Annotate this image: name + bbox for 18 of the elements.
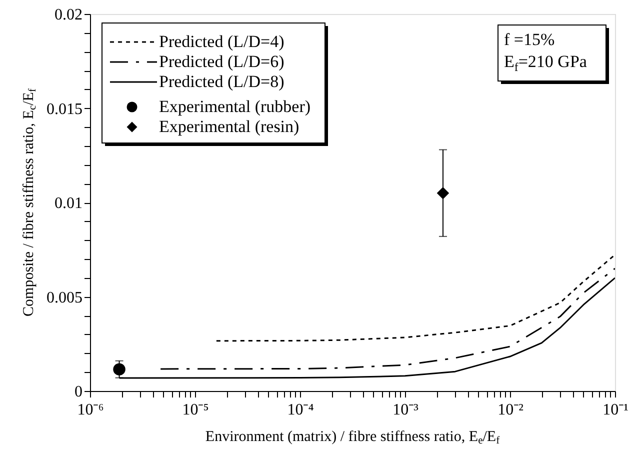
legend-label: Predicted (L/D=8)	[159, 72, 284, 91]
y-tick-label: 0.015	[46, 100, 82, 118]
legend-label: Predicted (L/D=6)	[159, 52, 284, 71]
annotation: f =15%	[504, 30, 555, 49]
legend-label: Predicted (L/D=4)	[159, 32, 284, 51]
legend-label: Experimental (resin)	[159, 117, 300, 136]
legend-label: Experimental (rubber)	[159, 97, 311, 116]
y-axis-title: Composite / fibre stiffness ratio, Ec/Ef	[21, 88, 38, 316]
x-tick-label: 10⁻³	[392, 402, 419, 418]
x-tick-label: 10⁻⁵	[182, 402, 209, 418]
x-tick-label: 10⁻¹	[602, 402, 629, 418]
y-tick-label: 0.005	[46, 289, 82, 306]
y-tick-label: 0.02	[54, 6, 82, 24]
x-tick-label: 10⁻²	[498, 402, 524, 418]
y-tick-label: 0.01	[54, 195, 82, 212]
x-tick-label: 10⁻⁶	[77, 402, 104, 418]
y-tick-label: 0	[74, 384, 82, 400]
x-tick-label: 10⁻⁴	[287, 402, 314, 418]
